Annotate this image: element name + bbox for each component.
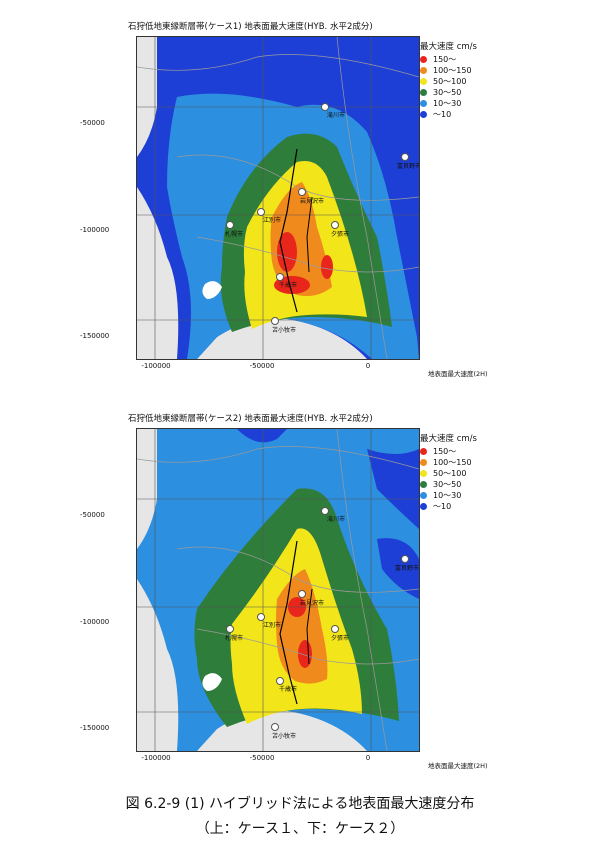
city-marker xyxy=(298,188,306,196)
map-panel-case2: 石狩低地東縁断層帯(ケース2) 地表面最大速度(HYB. 水平2成分) xyxy=(80,412,548,787)
legend-item: 30～50 xyxy=(420,87,540,98)
legend-label: 30～50 xyxy=(433,480,462,489)
city-marker xyxy=(271,723,279,731)
city-label: 滝川市 xyxy=(327,516,346,523)
city-marker xyxy=(331,625,339,633)
city-label: 富良野市 xyxy=(395,565,420,572)
legend-label: 10～30 xyxy=(433,99,462,108)
swatch-icon xyxy=(420,89,427,96)
city-label: 岩見沢市 xyxy=(300,600,325,607)
city-label: 苫小牧市 xyxy=(272,327,297,334)
map-panel-case1: 石狩低地東縁断層帯(ケース1) 地表面最大速度(HYB. 水平2成分) xyxy=(80,20,548,395)
city-label: 江別市 xyxy=(263,622,282,629)
legend-label: 50～100 xyxy=(433,469,467,478)
legend-item: 10～30 xyxy=(420,98,540,109)
city-marker xyxy=(331,221,339,229)
city-label: 千歳市 xyxy=(279,686,298,693)
legend: 最大速度 cm/s 150～ 100～150 50～100 30～50 10～3… xyxy=(420,432,540,512)
legend-label: 100～150 xyxy=(433,66,472,75)
city-marker xyxy=(257,208,265,216)
swatch-icon xyxy=(420,448,427,455)
legend-item: 30～50 xyxy=(420,479,540,490)
legend-label: 150～ xyxy=(433,447,457,456)
x-tick-label: -50000 xyxy=(249,754,275,762)
y-tick-label: -50000 xyxy=(80,119,105,127)
map-graphic xyxy=(137,37,419,359)
city-marker xyxy=(226,625,234,633)
y-tick-label: -150000 xyxy=(80,724,110,732)
legend-label: 50～100 xyxy=(433,77,467,86)
swatch-icon xyxy=(420,111,427,118)
swatch-icon xyxy=(420,100,427,107)
legend-label: 100～150 xyxy=(433,458,472,467)
x-tick-label: 0 xyxy=(365,362,371,370)
map-note: 地表面最大速度(2H) xyxy=(428,370,488,378)
velocity-map: 滝川市 富良野市 岩見沢市 江別市 札幌市 夕張市 千歳市 苫小牧市 xyxy=(136,428,420,752)
legend-item: 50～100 xyxy=(420,468,540,479)
legend-item: 150～ xyxy=(420,54,540,65)
panel-title: 石狩低地東縁断層帯(ケース2) 地表面最大速度(HYB. 水平2成分) xyxy=(128,414,373,424)
legend-item: 50～100 xyxy=(420,76,540,87)
swatch-icon xyxy=(420,78,427,85)
legend-item: 100～150 xyxy=(420,457,540,468)
x-tick-label: -100000 xyxy=(141,754,171,762)
swatch-icon xyxy=(420,503,427,510)
city-label: 札幌市 xyxy=(225,231,244,238)
y-tick-label: -50000 xyxy=(80,511,105,519)
city-label: 滝川市 xyxy=(327,112,346,119)
y-tick-label: -100000 xyxy=(80,618,110,626)
swatch-icon xyxy=(420,67,427,74)
legend-label: ～10 xyxy=(433,502,452,511)
map-graphic xyxy=(137,429,419,751)
caption-line-1: 図 6.2-9 (1) ハイブリッド法による地表面最大速度分布 xyxy=(125,796,475,812)
city-marker xyxy=(226,221,234,229)
swatch-icon xyxy=(420,470,427,477)
map-note: 地表面最大速度(2H) xyxy=(428,762,488,770)
city-label: 岩見沢市 xyxy=(300,198,325,205)
city-label: 江別市 xyxy=(263,217,282,224)
legend-label: 30～50 xyxy=(433,88,462,97)
legend-label: ～10 xyxy=(433,110,452,119)
city-marker xyxy=(276,677,284,685)
swatch-icon xyxy=(420,481,427,488)
city-marker xyxy=(298,590,306,598)
city-marker xyxy=(321,507,329,515)
legend-item: ～10 xyxy=(420,109,540,120)
swatch-icon xyxy=(420,492,427,499)
city-label: 夕張市 xyxy=(331,635,350,642)
legend-title: 最大速度 cm/s xyxy=(420,434,477,444)
caption-line-2: （上：ケース１、下：ケース２） xyxy=(195,821,405,837)
x-tick-label: -50000 xyxy=(249,362,275,370)
y-tick-label: -100000 xyxy=(80,226,110,234)
panel-title: 石狩低地東縁断層帯(ケース1) 地表面最大速度(HYB. 水平2成分) xyxy=(128,22,373,32)
legend-item: 10～30 xyxy=(420,490,540,501)
city-label: 苫小牧市 xyxy=(272,733,297,740)
legend-label: 10～30 xyxy=(433,491,462,500)
y-tick-label: -150000 xyxy=(80,332,110,340)
legend-item: ～10 xyxy=(420,501,540,512)
city-marker xyxy=(257,613,265,621)
city-marker xyxy=(321,103,329,111)
city-marker xyxy=(401,153,409,161)
city-marker xyxy=(401,555,409,563)
legend-title: 最大速度 cm/s xyxy=(420,42,477,52)
legend: 最大速度 cm/s 150～ 100～150 50～100 30～50 10～3… xyxy=(420,40,540,120)
legend-label: 150～ xyxy=(433,55,457,64)
city-marker xyxy=(271,317,279,325)
velocity-map: 滝川市 富良野市 岩見沢市 江別市 札幌市 夕張市 千歳市 苫小牧市 xyxy=(136,36,420,360)
city-label: 千歳市 xyxy=(279,282,298,289)
legend-item: 100～150 xyxy=(420,65,540,76)
city-label: 札幌市 xyxy=(225,635,244,642)
x-tick-label: 0 xyxy=(365,754,371,762)
city-marker xyxy=(276,273,284,281)
legend-item: 150～ xyxy=(420,446,540,457)
swatch-icon xyxy=(420,459,427,466)
city-label: 夕張市 xyxy=(331,231,350,238)
x-tick-label: -100000 xyxy=(141,362,171,370)
city-label: 富良野市 xyxy=(397,163,420,170)
swatch-icon xyxy=(420,56,427,63)
